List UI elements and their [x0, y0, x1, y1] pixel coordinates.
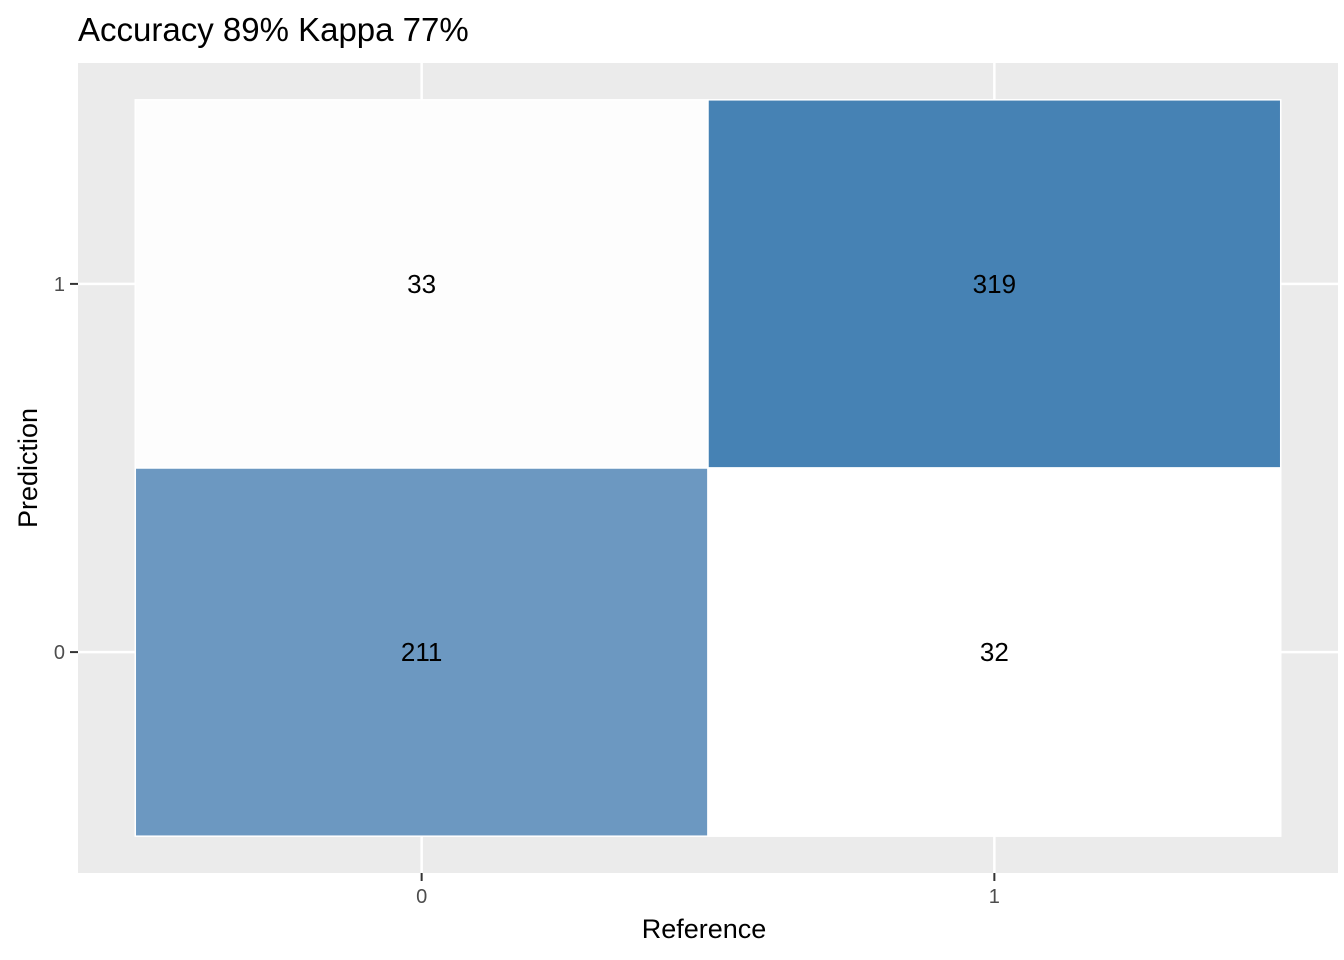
y-tick-label-1: 1 — [54, 274, 65, 296]
y-axis-title: Prediction — [13, 408, 43, 528]
cell-label-ref-0-pred-1: 33 — [407, 269, 436, 299]
heatmap-cell-ref-1-pred-0 — [707, 467, 1282, 837]
heatmap-cells — [134, 99, 1282, 837]
x-axis-title: Reference — [642, 914, 767, 944]
cell-label-ref-1-pred-0: 32 — [980, 637, 1009, 667]
y-tick-label-0: 0 — [54, 642, 65, 664]
x-tick-label-0: 0 — [416, 886, 427, 908]
y-axis: 01 — [54, 274, 78, 664]
chart-title: Accuracy 89% Kappa 77% — [78, 11, 469, 48]
heatmap-cell-ref-1-pred-1 — [707, 99, 1282, 469]
cell-value-labels: 33 319 211 32 — [401, 269, 1016, 667]
heatmap-cell-ref-0-pred-0 — [134, 467, 709, 837]
x-tick-label-1: 1 — [989, 886, 1000, 908]
cell-label-ref-1-pred-1: 319 — [973, 269, 1016, 299]
cell-label-ref-0-pred-0: 211 — [401, 637, 442, 667]
